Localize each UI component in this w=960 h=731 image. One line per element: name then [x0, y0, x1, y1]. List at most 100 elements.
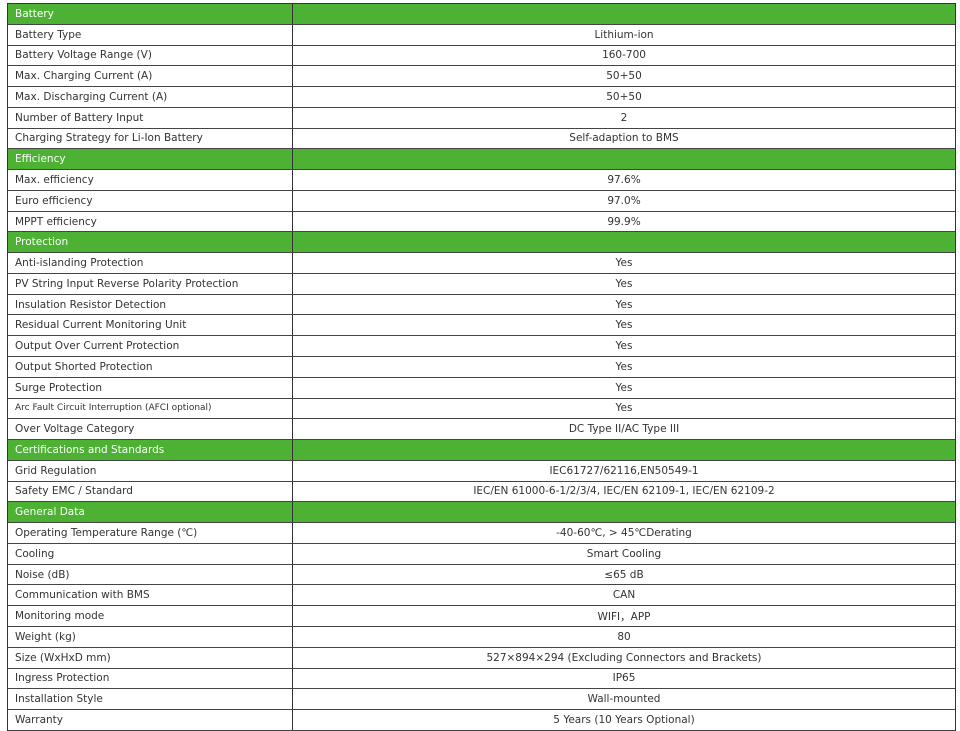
spec-value: IP65: [612, 672, 636, 685]
spec-label: Noise (dB): [8, 564, 293, 585]
spec-value: Self-adaption to BMS: [569, 132, 679, 145]
spec-value: Yes: [615, 381, 633, 394]
spec-label: Max. Charging Current (A): [8, 66, 293, 87]
spec-value: Wall-mounted: [587, 693, 661, 706]
table-row: Size (WxHxD mm) 527×894×294 (Excluding Co…: [8, 647, 955, 669]
section-title: General Data: [8, 502, 293, 523]
spec-value: 5 Years (10 Years Optional): [553, 713, 695, 726]
spec-value: IEC61727/62116,EN50549-1: [549, 464, 699, 477]
spec-label: Cooling: [8, 543, 293, 564]
spec-value: Yes: [615, 257, 633, 270]
table-row: Insulation Resistor Detection Yes: [8, 294, 955, 316]
spec-value: ≤65 dB: [604, 568, 644, 581]
spec-value: Yes: [615, 298, 633, 311]
spec-label: Max. Discharging Current (A): [8, 87, 293, 107]
spec-value: -40-60℃, > 45℃Derating: [556, 527, 692, 540]
table-row: Installation Style Wall-mounted: [8, 689, 955, 711]
spec-value: 50+50: [606, 70, 642, 83]
spec-label: Over Voltage Category: [8, 419, 293, 440]
table-row: Charging Strategy for Li-Ion Battery Self…: [8, 128, 955, 150]
table-row: Noise (dB) ≤65 dB: [8, 564, 955, 586]
section-header-value-cell: [293, 149, 955, 169]
section-header: Protection: [8, 232, 955, 254]
spec-value: Lithium-ion: [594, 28, 654, 41]
spec-label: Ingress Protection: [8, 668, 293, 689]
spec-value: 160-700: [602, 49, 646, 62]
table-row: Number of Battery Input 2: [8, 107, 955, 129]
spec-value: 97.6%: [607, 174, 641, 186]
section-title: Battery: [8, 4, 293, 24]
section-header: Efficiency: [8, 149, 955, 171]
spec-label: Battery Voltage Range (V): [8, 45, 293, 66]
spec-label: Grid Regulation: [8, 460, 293, 481]
table-row: Surge Protection Yes: [8, 377, 955, 399]
spec-value: 50+50: [606, 90, 642, 103]
table-row: Ingress Protection IP65: [8, 668, 955, 690]
spec-label: Size (WxHxD mm): [8, 647, 293, 668]
table-row: MPPT efficiency 99.9%: [8, 211, 955, 233]
table-row: Warranty 5 Years (10 Years Optional): [8, 710, 955, 731]
spec-label: Battery Type: [8, 24, 293, 45]
table-row: Arc Fault Circuit Interruption (AFCI opt…: [8, 398, 955, 420]
table-row: Monitoring mode WIFI，APP: [8, 606, 955, 627]
table-row: Residual Current Monitoring Unit Yes: [8, 315, 955, 337]
table-row: Cooling Smart Cooling: [8, 543, 955, 565]
section-title: Protection: [8, 232, 293, 253]
table-row: Output Shorted Protection Yes: [8, 357, 955, 378]
spec-value: 99.9%: [607, 215, 641, 228]
section-title: Efficiency: [8, 149, 293, 170]
spec-value: Yes: [615, 277, 633, 290]
spec-label: Number of Battery Input: [8, 107, 293, 128]
table-row: Max. efficiency 97.6%: [8, 170, 955, 191]
spec-label: Weight (kg): [8, 626, 293, 647]
section-header-value-cell: [293, 232, 955, 252]
spec-value: Smart Cooling: [586, 547, 662, 560]
spec-label: MPPT efficiency: [8, 211, 293, 232]
section-header: General Data: [8, 502, 955, 524]
table-row: Max. Charging Current (A) 50+50: [8, 66, 955, 88]
spec-label: Output Shorted Protection: [8, 357, 293, 377]
spec-value: Yes: [615, 402, 633, 415]
spec-value: Yes: [615, 340, 633, 353]
spec-label: Charging Strategy for Li-Ion Battery: [8, 128, 293, 149]
table-row: Over Voltage Category DC Type II/AC Type …: [8, 419, 955, 441]
spec-label: Warranty: [8, 710, 293, 730]
spec-label: Arc Fault Circuit Interruption (AFCI opt…: [8, 398, 293, 419]
table-row: Output Over Current Protection Yes: [8, 336, 955, 358]
table-row: Battery Voltage Range (V) 160-700: [8, 45, 955, 67]
section-header-value-cell: [293, 440, 955, 460]
table-row: Anti-islanding Protection Yes: [8, 253, 955, 274]
spec-label: Insulation Resistor Detection: [8, 294, 293, 315]
spec-label: Installation Style: [8, 689, 293, 710]
section-header: Battery: [8, 4, 955, 25]
spec-label: PV String Input Reverse Polarity Protect…: [8, 273, 293, 294]
spec-table: Battery Battery Type Lithium-ion Battery Vo…: [7, 3, 956, 731]
section-title: Certifications and Standards: [8, 440, 293, 460]
spec-value: 527×894×294 (Excluding Connectors and Br…: [486, 651, 762, 664]
table-row: Battery Type Lithium-ion: [8, 24, 955, 46]
table-row: PV String Input Reverse Polarity Protect…: [8, 273, 955, 295]
table-row: Grid Regulation IEC61727/62116,EN50549-1: [8, 460, 955, 482]
spec-label: Surge Protection: [8, 377, 293, 398]
spec-label: Safety EMC / Standard: [8, 481, 293, 502]
table-row: Safety EMC / Standard IEC/EN 61000-6-1/2/…: [8, 481, 955, 503]
spec-value: 80: [617, 630, 631, 643]
spec-value: Yes: [615, 360, 633, 373]
section-header-value-cell: [293, 4, 955, 24]
spec-value: DC Type II/AC Type III: [568, 423, 680, 436]
spec-value: IEC/EN 61000-6-1/2/3/4, IEC/EN 62109-1, …: [473, 485, 775, 498]
spec-value: 97.0%: [607, 194, 641, 207]
section-header-value-cell: [293, 502, 955, 522]
section-header: Certifications and Standards: [8, 440, 955, 461]
spec-label: Operating Temperature Range (℃): [8, 523, 293, 543]
spec-value: WIFI，APP: [597, 610, 651, 623]
table-row: Weight (kg) 80: [8, 626, 955, 648]
table-row: Euro efficiency 97.0%: [8, 190, 955, 212]
spec-label: Euro efficiency: [8, 190, 293, 211]
spec-value: CAN: [612, 589, 636, 602]
spec-label: Residual Current Monitoring Unit: [8, 315, 293, 336]
spec-label: Anti-islanding Protection: [8, 253, 293, 273]
spec-value: Yes: [615, 319, 633, 332]
spec-label: Monitoring mode: [8, 606, 293, 626]
table-row: Max. Discharging Current (A) 50+50: [8, 87, 955, 108]
